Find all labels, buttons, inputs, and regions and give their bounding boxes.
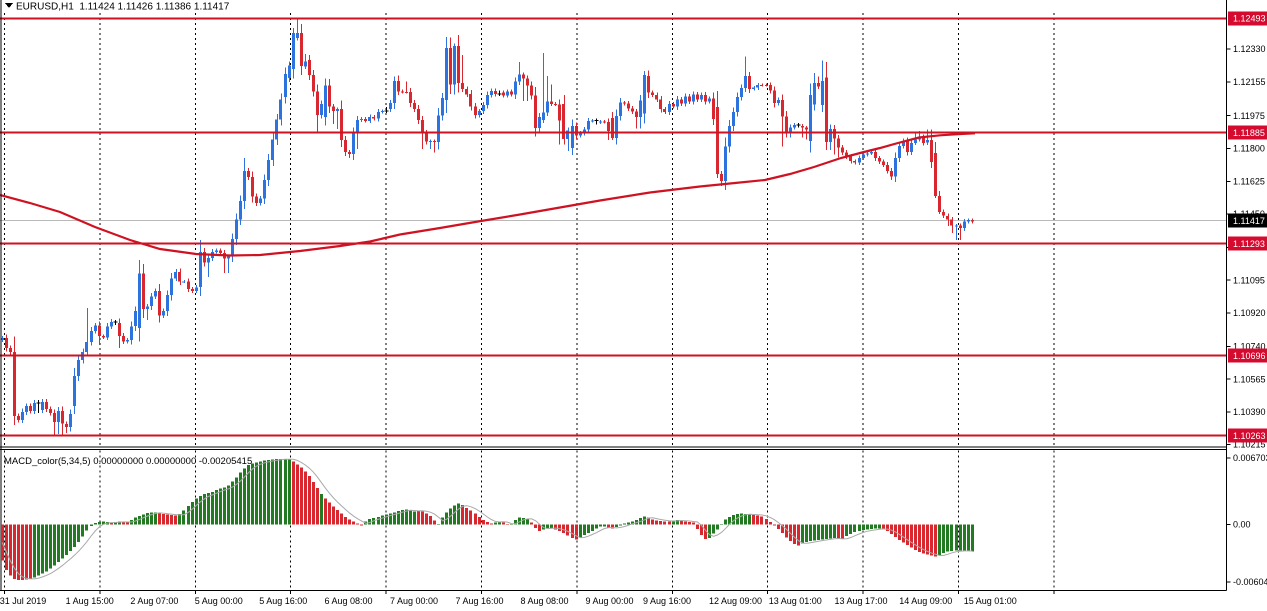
svg-text:-0.00604: -0.00604 [1233, 577, 1267, 587]
svg-text:1 Aug 15:00: 1 Aug 15:00 [66, 596, 114, 606]
svg-text:MACD_color(5,34,5) 0.00000000: MACD_color(5,34,5) 0.00000000 0.00000000… [4, 456, 252, 467]
svg-text:1.11885: 1.11885 [1233, 128, 1265, 138]
svg-text:31 Jul 2019: 31 Jul 2019 [0, 596, 46, 606]
svg-text:EURUSD,H1 1.11424 1.11426 1.1: EURUSD,H1 1.11424 1.11426 1.11386 1.1141… [16, 2, 230, 13]
svg-text:8 Aug 08:00: 8 Aug 08:00 [520, 596, 568, 606]
svg-text:13 Aug 01:00: 13 Aug 01:00 [769, 596, 822, 606]
svg-text:14 Aug 09:00: 14 Aug 09:00 [899, 596, 952, 606]
svg-text:1.12330: 1.12330 [1233, 44, 1266, 54]
svg-text:1.12155: 1.12155 [1233, 77, 1266, 87]
svg-text:7 Aug 00:00: 7 Aug 00:00 [390, 596, 438, 606]
svg-text:1.12493: 1.12493 [1233, 14, 1266, 24]
svg-text:1.11800: 1.11800 [1233, 144, 1265, 154]
svg-text:1.10215: 1.10215 [1233, 440, 1266, 450]
svg-text:1.10740: 1.10740 [1233, 342, 1266, 352]
svg-text:0.00: 0.00 [1233, 520, 1251, 530]
svg-text:9 Aug 00:00: 9 Aug 00:00 [585, 596, 633, 606]
svg-text:1.10263: 1.10263 [1233, 431, 1266, 441]
svg-text:15 Aug 01:00: 15 Aug 01:00 [964, 596, 1017, 606]
svg-text:1.11625: 1.11625 [1233, 177, 1265, 187]
svg-text:1.11417: 1.11417 [1233, 216, 1265, 226]
svg-text:2 Aug 07:00: 2 Aug 07:00 [130, 596, 178, 606]
svg-text:1.11095: 1.11095 [1233, 275, 1265, 285]
svg-text:12 Aug 09:00: 12 Aug 09:00 [709, 596, 762, 606]
svg-text:5 Aug 00:00: 5 Aug 00:00 [195, 596, 243, 606]
svg-text:5 Aug 16:00: 5 Aug 16:00 [259, 596, 307, 606]
svg-text:1.11293: 1.11293 [1233, 239, 1265, 249]
svg-text:1.10390: 1.10390 [1233, 407, 1266, 417]
svg-text:0.006703: 0.006703 [1233, 453, 1267, 463]
svg-text:9 Aug 16:00: 9 Aug 16:00 [643, 596, 691, 606]
svg-text:7 Aug 16:00: 7 Aug 16:00 [455, 596, 503, 606]
svg-text:1.10565: 1.10565 [1233, 374, 1266, 384]
svg-text:1.11975: 1.11975 [1233, 111, 1265, 121]
svg-text:1.10920: 1.10920 [1233, 308, 1266, 318]
svg-text:13 Aug 17:00: 13 Aug 17:00 [834, 596, 887, 606]
svg-text:6 Aug 08:00: 6 Aug 08:00 [324, 596, 372, 606]
svg-text:1.10696: 1.10696 [1233, 351, 1266, 361]
